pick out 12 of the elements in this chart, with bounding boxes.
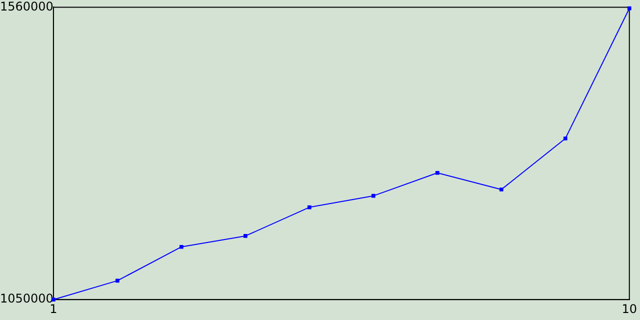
x-tick-label: 10 (622, 302, 638, 316)
point (307, 205, 312, 210)
point (499, 188, 504, 192)
x-tick-label: 1 (50, 302, 58, 316)
point (180, 244, 184, 249)
point (371, 194, 376, 198)
point (563, 136, 568, 140)
point (244, 234, 248, 238)
point (435, 170, 440, 175)
point (627, 6, 632, 10)
y-tick-label: 1560000 (0, 0, 54, 14)
point (116, 278, 120, 283)
